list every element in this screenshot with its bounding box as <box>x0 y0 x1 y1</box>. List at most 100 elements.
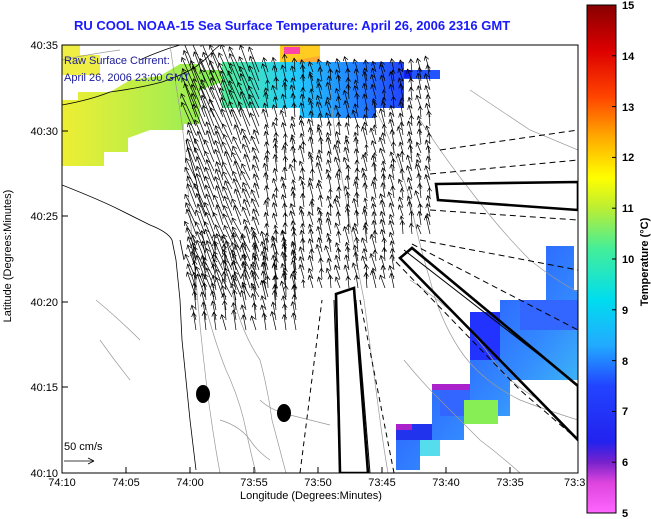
current-vector <box>389 129 395 145</box>
current-vector <box>363 272 369 289</box>
current-vector <box>215 161 224 181</box>
current-vector <box>281 313 288 331</box>
current-vector <box>343 99 350 118</box>
current-vector <box>388 265 395 280</box>
current-vector <box>199 230 207 251</box>
current-vector <box>328 188 333 199</box>
current-vector <box>336 230 342 244</box>
current-vector <box>239 244 247 261</box>
current-vector <box>221 271 227 291</box>
current-vector <box>390 157 397 172</box>
current-vector <box>335 74 342 91</box>
current-vector <box>405 165 413 181</box>
current-vector <box>390 185 396 199</box>
current-vector <box>300 222 306 235</box>
colorbar-tick-label: 12 <box>622 152 634 164</box>
current-vector <box>316 77 323 91</box>
current-vector <box>380 173 387 190</box>
current-vector <box>290 65 296 82</box>
current-vector <box>389 58 395 73</box>
current-vector <box>364 106 369 118</box>
x-tick-label: 74:00 <box>176 477 204 489</box>
current-vector <box>231 231 237 251</box>
current-vector <box>241 284 247 301</box>
current-vector <box>241 163 251 181</box>
current-vector <box>408 86 414 100</box>
current-vector <box>416 115 422 127</box>
current-vector <box>184 157 197 181</box>
current-vector <box>369 233 377 253</box>
current-vector <box>231 151 242 172</box>
current-vector <box>261 312 267 331</box>
current-vector <box>252 155 260 172</box>
colorbar-tick-label: 6 <box>622 457 628 469</box>
current-vector <box>190 250 197 271</box>
current-vector <box>345 191 351 208</box>
current-vector <box>262 56 269 73</box>
current-vector <box>248 46 260 73</box>
current-vector <box>251 242 257 261</box>
current-vector <box>200 94 215 127</box>
current-vector <box>387 191 395 208</box>
current-vector <box>362 182 368 199</box>
current-vector <box>272 167 278 181</box>
current-vector <box>209 77 224 109</box>
current-vector <box>369 127 377 145</box>
current-vector <box>309 88 315 100</box>
current-vector <box>263 172 269 190</box>
current-vector <box>415 159 422 172</box>
current-vector <box>316 182 323 199</box>
current-vector <box>317 179 323 190</box>
current-vector <box>290 93 296 109</box>
current-vector <box>250 189 260 208</box>
current-vector <box>201 260 207 281</box>
current-vector <box>273 132 279 145</box>
current-vector <box>199 85 215 118</box>
current-vector <box>274 250 279 262</box>
sst-patches <box>62 45 578 470</box>
current-vector <box>425 203 431 217</box>
current-vector <box>298 263 305 280</box>
current-vector <box>280 229 287 251</box>
current-vector <box>307 274 314 289</box>
current-vector <box>388 202 395 217</box>
colorbar-tick-label: 5 <box>622 508 628 519</box>
current-vector <box>416 223 422 235</box>
current-vector <box>353 251 359 271</box>
current-vector <box>353 274 360 289</box>
current-vector <box>415 94 422 109</box>
current-vector <box>271 212 278 226</box>
current-vector <box>215 204 224 226</box>
current-vector <box>210 290 217 311</box>
current-vector <box>388 173 395 190</box>
current-vector <box>220 285 227 301</box>
current-vector <box>416 173 422 190</box>
current-vector <box>362 209 368 226</box>
current-vector <box>204 228 215 253</box>
current-vector <box>190 242 197 261</box>
current-vector <box>271 193 278 208</box>
current-vector <box>334 172 341 190</box>
current-vector <box>425 94 431 109</box>
current-vector <box>228 52 242 82</box>
current-vector <box>307 238 314 253</box>
current-vector <box>195 156 206 181</box>
current-vector <box>406 195 413 208</box>
current-vector <box>307 211 314 226</box>
current-vector <box>362 205 368 217</box>
current-label-line1: Raw Surface Current: <box>64 55 170 67</box>
current-vector <box>241 314 247 331</box>
current-vector <box>351 226 359 244</box>
current-vector <box>230 108 242 136</box>
current-vector <box>345 114 352 127</box>
current-vector <box>263 130 269 145</box>
current-vector <box>251 216 260 235</box>
current-vector <box>272 177 278 190</box>
current-vector <box>290 191 296 208</box>
current-vector <box>221 300 228 321</box>
current-vector <box>263 123 269 136</box>
current-vector <box>208 98 224 127</box>
current-vector <box>336 121 342 136</box>
current-vector <box>199 291 207 311</box>
current-vector <box>193 183 206 208</box>
